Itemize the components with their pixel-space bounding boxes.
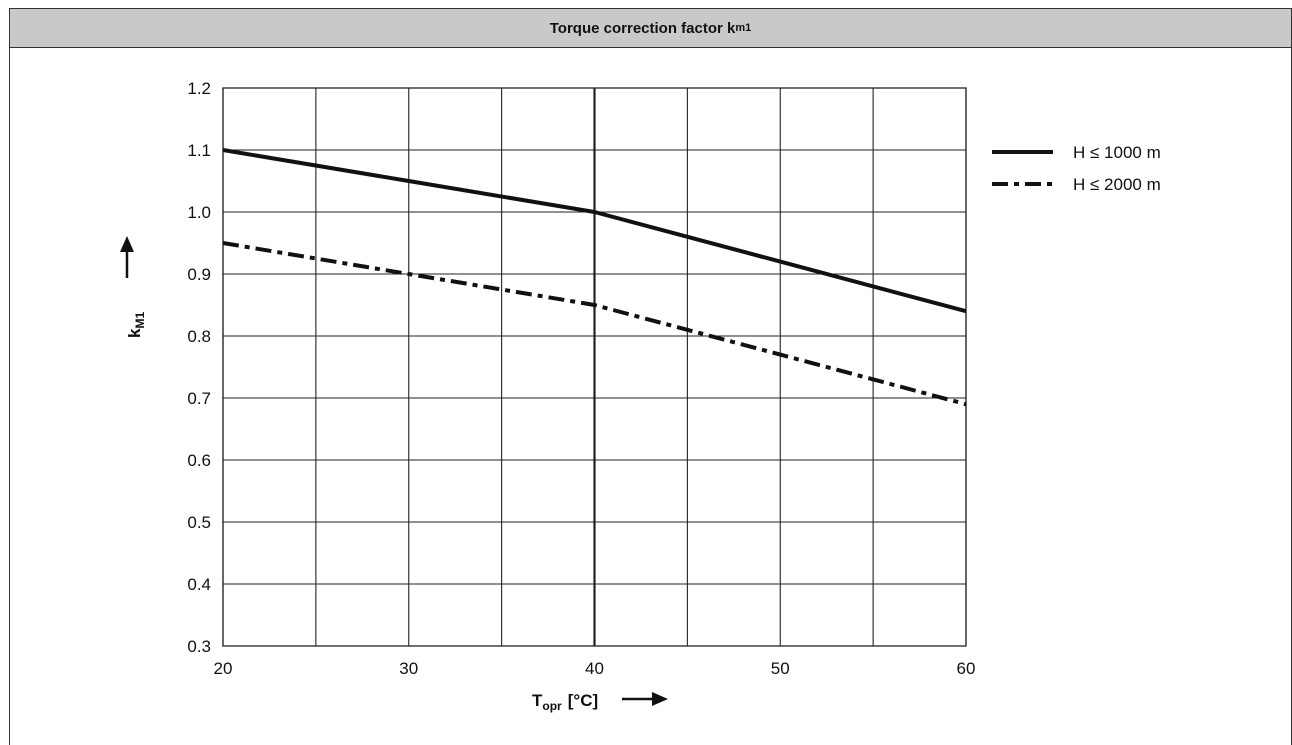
y-axis-label: kM1 <box>125 312 147 338</box>
x-tick-label: 40 <box>585 659 604 678</box>
x-tick-label: 30 <box>399 659 418 678</box>
chart-frame: Torque correction factor k m1 <box>9 8 1292 745</box>
y-tick-label: 0.9 <box>187 265 211 284</box>
x-tick-label: 50 <box>771 659 790 678</box>
x-tick-label: 20 <box>214 659 233 678</box>
y-tick-label: 0.3 <box>187 637 211 656</box>
series-line-2 <box>222 241 967 407</box>
y-tick-label: 1.0 <box>187 203 211 222</box>
y-tick-label: 0.5 <box>187 513 211 532</box>
x-axis-arrowhead-icon <box>652 692 668 706</box>
chart-title: Torque correction factor k m1 <box>10 9 1291 48</box>
series-line-1 <box>222 148 967 314</box>
x-tick-label: 60 <box>957 659 976 678</box>
y-tick-label: 0.7 <box>187 389 211 408</box>
y-tick-label: 0.6 <box>187 451 211 470</box>
chart-title-subscript: m1 <box>735 22 752 34</box>
y-axis-arrowhead-icon <box>120 236 134 252</box>
x-axis-label: Topr [°C] <box>532 691 598 713</box>
plot-border <box>222 87 967 647</box>
y-tick-label: 0.4 <box>187 575 211 594</box>
y-tick-label: 1.1 <box>187 141 211 160</box>
chart-title-main: Torque correction factor k <box>549 19 736 37</box>
y-tick-label: 1.2 <box>187 79 211 98</box>
legend-label-2: H ≤ 2000 m <box>1073 175 1161 194</box>
y-tick-label: 0.8 <box>187 327 211 346</box>
legend-label-1: H ≤ 1000 m <box>1073 143 1161 162</box>
